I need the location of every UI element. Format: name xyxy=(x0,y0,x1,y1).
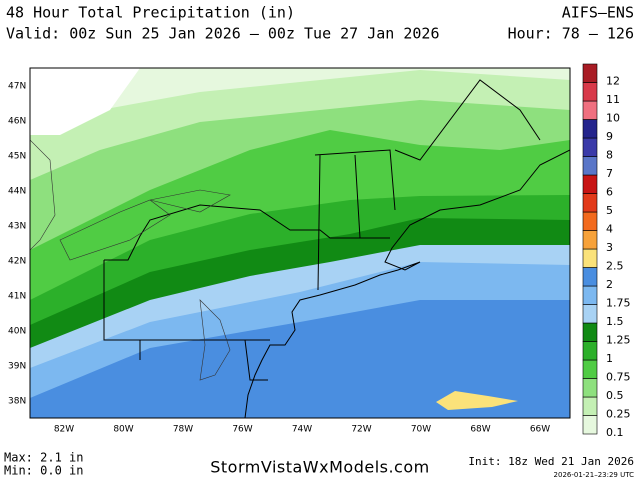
colorbar: 0.1 0.25 0.5 0.75 1 1.25 1.5 1.75 2 2.5 3 4 5 6 7 8 9 10 1… xyxy=(582,63,631,439)
band xyxy=(436,391,518,410)
colorbar-swatch xyxy=(582,63,598,83)
latitude-labels: 47N 46N 45N 44N 43N 42N 41N 40N 39N 38N xyxy=(8,82,26,407)
colorbar-swatch xyxy=(582,248,598,268)
max-value: Max: 2.1 in xyxy=(4,451,83,465)
colorbar-swatch xyxy=(582,100,598,120)
colorbar-label: 0.1 xyxy=(606,426,624,439)
state-lines xyxy=(103,79,541,381)
colorbar-label: 1.75 xyxy=(606,297,631,310)
latitude-label: 45N xyxy=(8,152,26,162)
valid-time: Valid: 00z Sun 25 Jan 2026 – 00z Tue 27 … xyxy=(6,25,439,43)
colorbar-swatch xyxy=(582,396,598,416)
timestamp: 2026-01-21–23:29 UTC xyxy=(554,471,635,479)
colorbar-label: 2 xyxy=(606,278,613,291)
colorbar-label: 0.5 xyxy=(606,389,624,402)
site-name: StormVistaWxModels.com xyxy=(210,458,429,477)
colorbar-swatch xyxy=(582,156,598,176)
longitude-label: 68W xyxy=(470,425,490,435)
latitude-label: 46N xyxy=(8,117,26,127)
latitude-label: 39N xyxy=(8,362,26,372)
colorbar-swatch xyxy=(582,193,598,213)
latitude-label: 38N xyxy=(8,397,26,407)
colorbar-swatch xyxy=(582,137,598,157)
colorbar-label: 2.5 xyxy=(606,260,624,273)
precip-field xyxy=(30,68,570,418)
latitude-label: 40N xyxy=(8,327,26,337)
latitude-label: 47N xyxy=(8,82,26,92)
colorbar-swatch xyxy=(582,359,598,379)
colorbar-swatch xyxy=(582,415,598,435)
model: AIFS–ENS xyxy=(562,4,634,22)
longitude-label: 82W xyxy=(54,425,74,435)
init-time: Init: 18z Wed 21 Jan 2026 xyxy=(468,455,634,468)
great-lakes xyxy=(30,139,231,381)
colorbar-label: 10 xyxy=(606,112,620,125)
latitude-label: 44N xyxy=(8,187,26,197)
colorbar-swatch xyxy=(582,341,598,361)
colorbar-label: 0.25 xyxy=(606,408,631,421)
colorbar-swatch xyxy=(582,230,598,250)
colorbar-label: 1 xyxy=(606,352,613,365)
colorbar-label: 6 xyxy=(606,186,613,199)
colorbar-swatch xyxy=(582,82,598,102)
longitude-label: 78W xyxy=(173,425,193,435)
longitude-label: 72W xyxy=(351,425,371,435)
map-frame xyxy=(29,67,571,419)
colorbar-label: 5 xyxy=(606,204,613,217)
latitude-label: 43N xyxy=(8,222,26,232)
coastline xyxy=(244,149,570,418)
longitude-label: 80W xyxy=(113,425,133,435)
forecast-hour: Hour: 78 – 126 xyxy=(508,25,634,43)
colorbar-swatch xyxy=(582,211,598,231)
colorbar-label: 0.75 xyxy=(606,371,631,384)
colorbar-swatch xyxy=(582,285,598,305)
title: 48 Hour Total Precipitation (in) xyxy=(6,4,295,22)
longitude-label: 66W xyxy=(530,425,550,435)
colorbar-label: 1.25 xyxy=(606,334,631,347)
colorbar-label: 4 xyxy=(606,223,613,236)
colorbar-swatch xyxy=(582,378,598,398)
colorbar-label: 1.5 xyxy=(606,315,624,328)
longitude-label: 70W xyxy=(411,425,431,435)
latitude-label: 42N xyxy=(8,257,26,267)
colorbar-label: 3 xyxy=(606,241,613,254)
min-value: Min: 0.0 in xyxy=(4,464,83,478)
colorbar-label: 9 xyxy=(606,130,613,143)
band xyxy=(30,68,570,120)
longitude-label: 76W xyxy=(232,425,252,435)
colorbar-label: 7 xyxy=(606,167,613,180)
colorbar-swatch xyxy=(582,174,598,194)
colorbar-swatch xyxy=(582,119,598,139)
colorbar-label: 8 xyxy=(606,149,613,162)
longitude-labels: 82W 80W 78W 76W 74W 72W 70W 68W 66W xyxy=(54,425,550,435)
latitude-label: 41N xyxy=(8,292,26,302)
band xyxy=(30,68,140,135)
colorbar-label: 11 xyxy=(606,93,620,106)
colorbar-swatch xyxy=(582,322,598,342)
colorbar-swatch xyxy=(582,267,598,287)
colorbar-swatch xyxy=(582,304,598,324)
longitude-label: 74W xyxy=(292,425,312,435)
colorbar-label: 12 xyxy=(606,75,620,88)
